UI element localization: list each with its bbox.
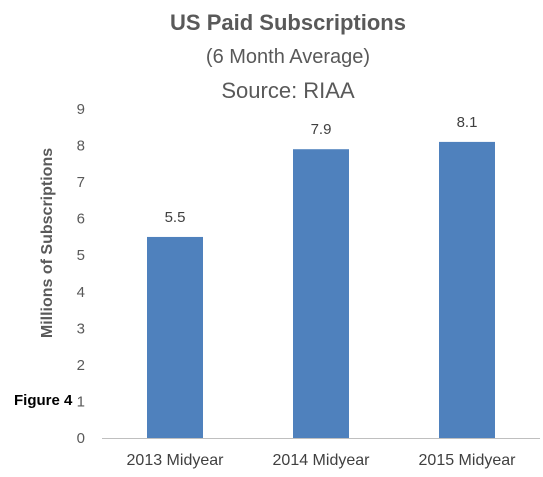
- y-tick-label: 8: [77, 138, 85, 155]
- chart-source: Source: RIAA: [221, 78, 355, 103]
- bar-data-label: 7.9: [311, 121, 332, 138]
- bar: [293, 149, 349, 438]
- bar: [147, 236, 203, 438]
- y-tick-label: 3: [77, 320, 85, 337]
- y-tick-label: 9: [77, 101, 85, 118]
- category-label: 2013 Midyear: [127, 452, 225, 469]
- bar: [439, 141, 495, 438]
- y-tick-label: 6: [77, 211, 85, 228]
- y-tick-label: 5: [77, 247, 85, 264]
- category-labels: 2013 Midyear 2014 Midyear 2015 Midyear: [127, 452, 517, 469]
- y-tick-label: 2: [77, 357, 85, 374]
- y-tick-label: 1: [77, 393, 85, 410]
- bars: [147, 141, 495, 438]
- category-label: 2015 Midyear: [419, 452, 517, 469]
- bar-data-label: 8.1: [457, 114, 478, 131]
- y-axis-label: Millions of Subscriptions: [39, 148, 56, 338]
- chart-title: US Paid Subscriptions: [170, 10, 406, 35]
- bar-data-label: 5.5: [165, 209, 186, 226]
- figure-label: Figure 4: [14, 392, 73, 409]
- data-labels: 5.5 7.9 8.1: [165, 114, 478, 226]
- category-label: 2014 Midyear: [273, 452, 371, 469]
- y-tick-label: 7: [77, 174, 85, 191]
- y-axis-ticks: 0 1 2 3 4 5 6 7 8 9: [77, 101, 85, 447]
- y-tick-label: 4: [77, 284, 85, 301]
- y-tick-label: 0: [77, 430, 85, 447]
- chart-subtitle: (6 Month Average): [206, 46, 370, 68]
